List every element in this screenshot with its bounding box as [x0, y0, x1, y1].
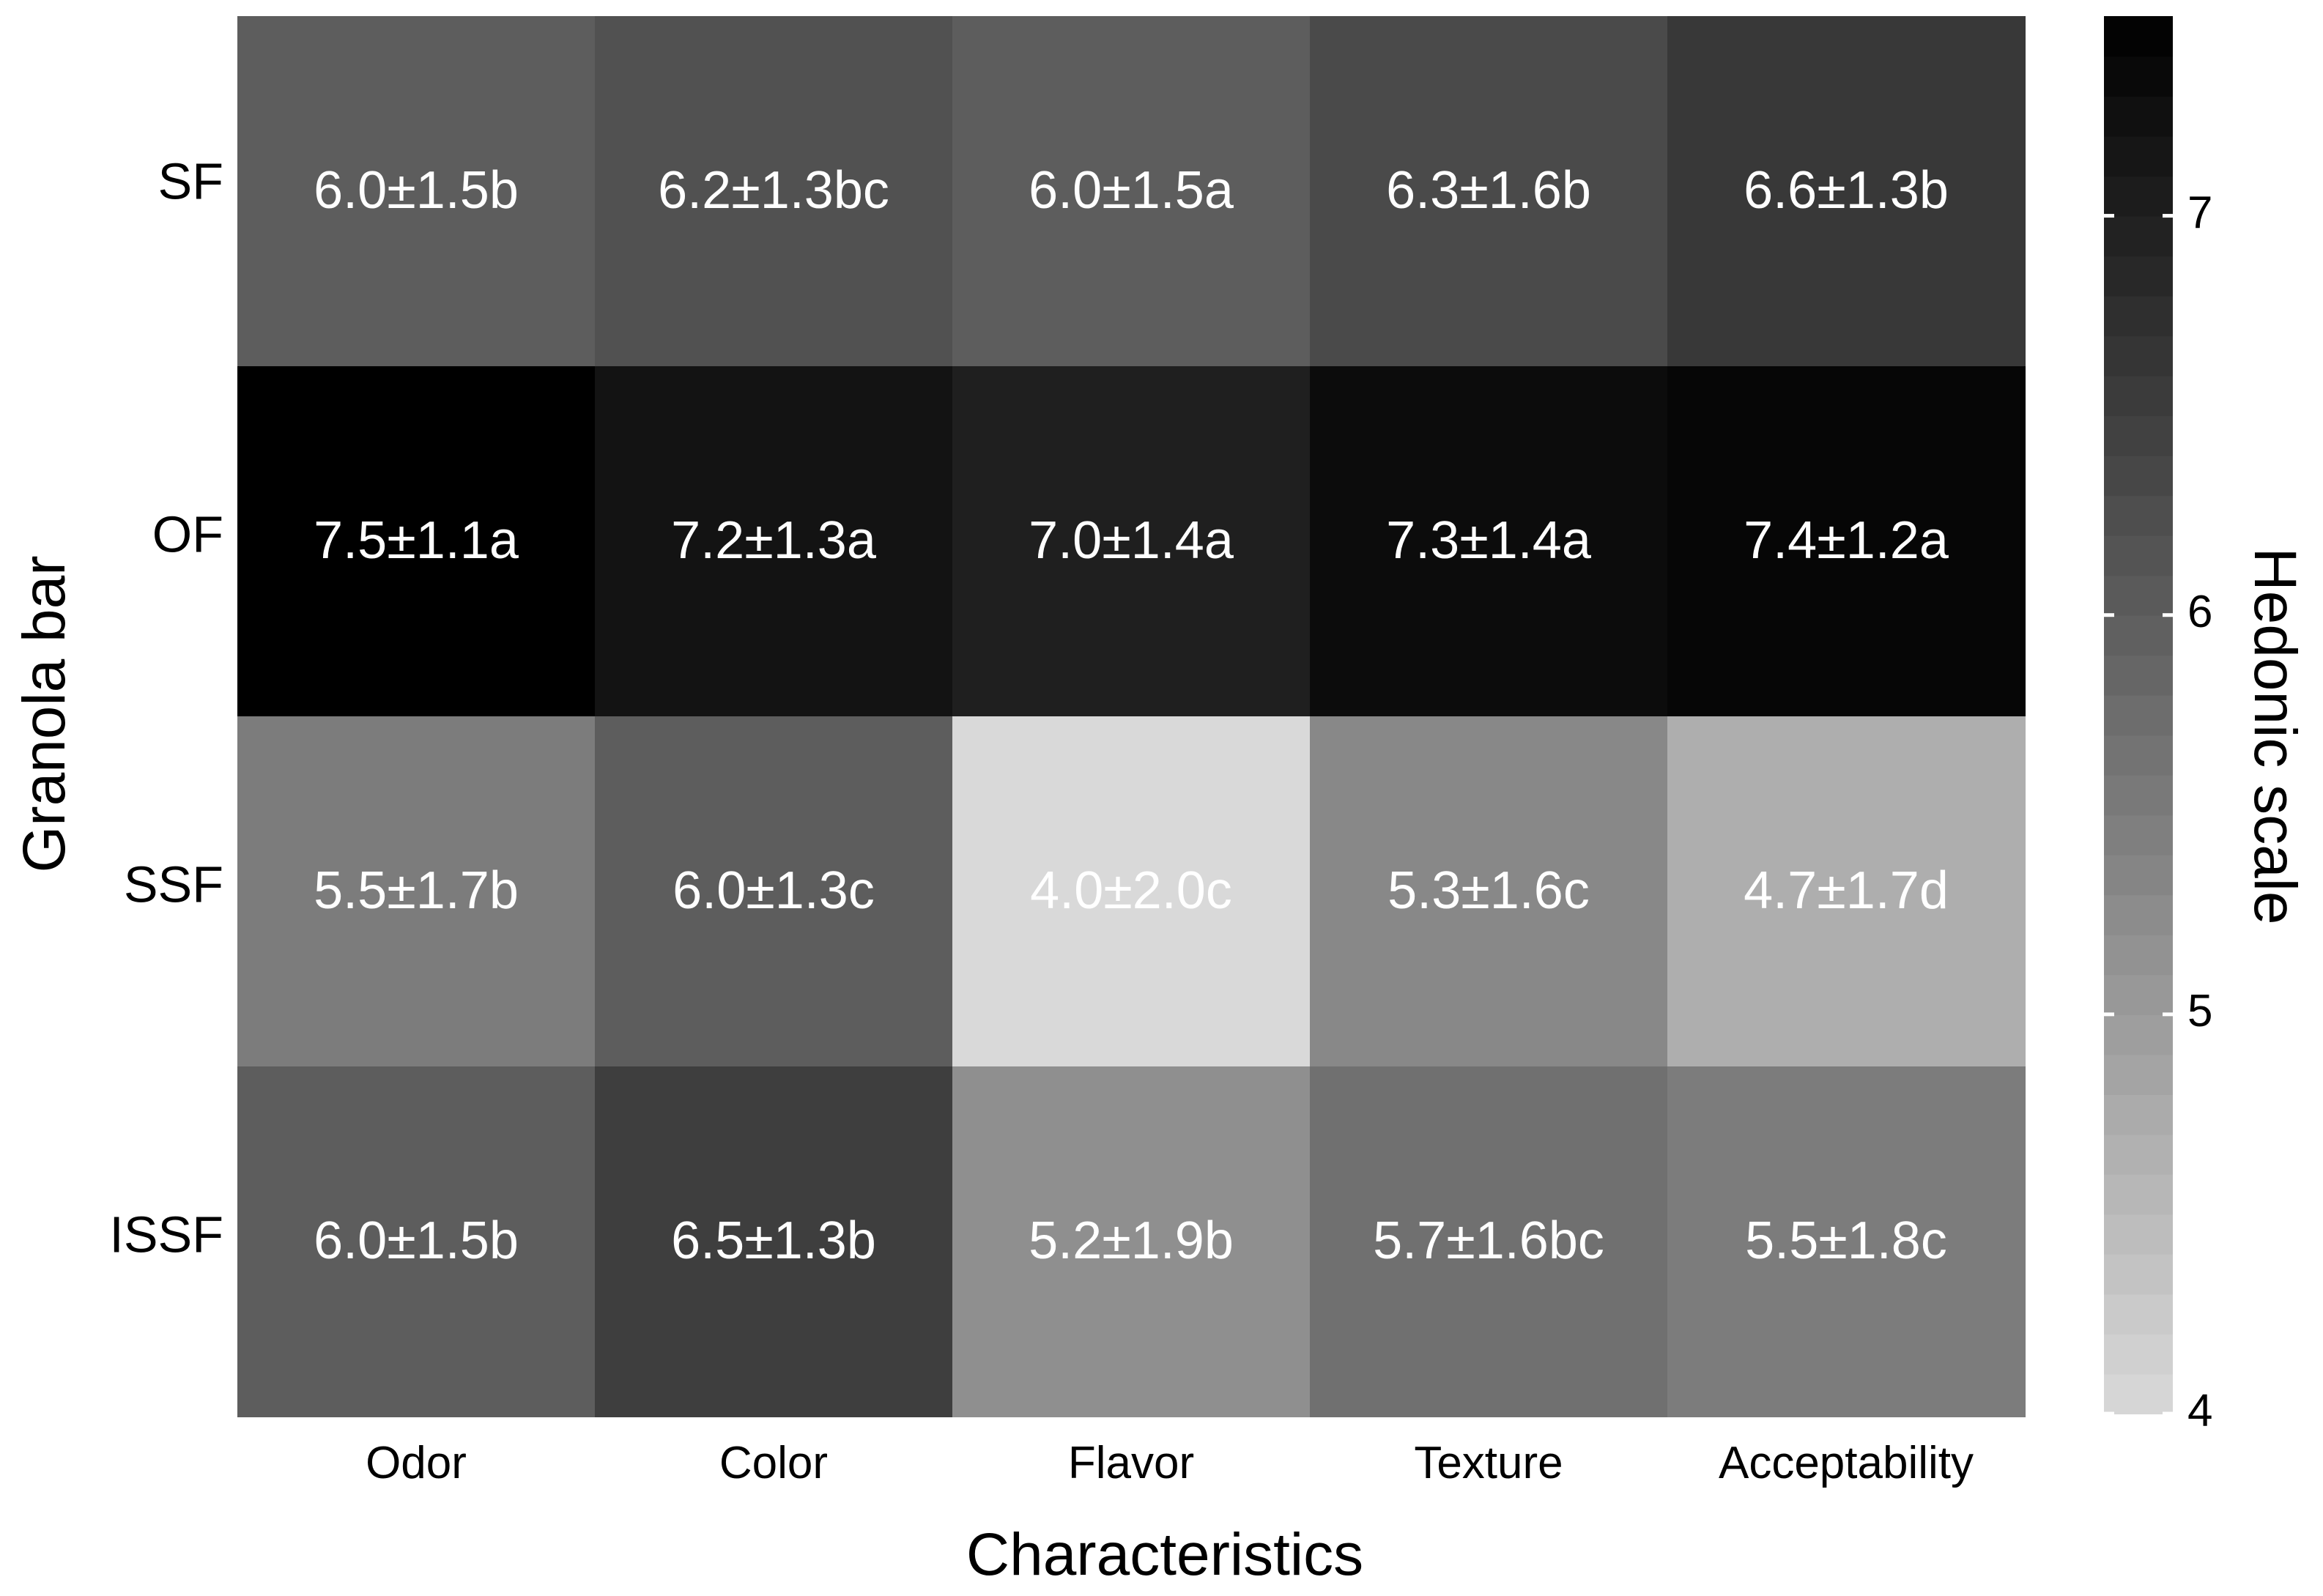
- x-tick-labels: Odor Color Flavor Texture Acceptability: [366, 1438, 1974, 1488]
- colorbar-band: [2104, 295, 2173, 337]
- x-tick-label: Acceptability: [1719, 1438, 1974, 1488]
- y-tick-label: ISSF: [109, 1206, 223, 1263]
- heatmap-cell: [237, 16, 596, 367]
- colorbar-tick-label: 7: [2187, 188, 2212, 238]
- colorbar-band: [2104, 694, 2173, 736]
- cell-value-label: 6.2±1.3bc: [658, 161, 889, 220]
- cell-value-label: 6.3±1.6b: [1386, 161, 1591, 220]
- cell-value-label: 5.5±1.8c: [1745, 1211, 1947, 1270]
- colorbar-band: [2104, 615, 2173, 656]
- colorbar-band: [2104, 495, 2173, 536]
- colorbar-band: [2104, 934, 2173, 976]
- colorbar-band: [2104, 215, 2173, 257]
- cell-value-label: 7.0±1.4a: [1029, 511, 1234, 570]
- cell-value-label: 6.0±1.5b: [314, 1211, 519, 1270]
- heatmap-cell: [952, 366, 1311, 717]
- y-tick-label: SF: [158, 152, 223, 209]
- heatmap-cell: [1310, 366, 1668, 717]
- cell-value-label: 4.7±1.7d: [1744, 861, 1949, 920]
- colorbar-band: [2104, 535, 2173, 576]
- colorbar-band: [2104, 16, 2173, 57]
- x-tick-label: Odor: [366, 1438, 467, 1488]
- heatmap-cell-labels: 6.0±1.5b 6.2±1.3bc 6.0±1.5a 6.3±1.6b 6.6±1.3…: [314, 161, 1949, 1270]
- heatmap-cell: [1667, 366, 2026, 717]
- heatmap-cell: [595, 366, 953, 717]
- heatmap-cell: [595, 16, 953, 367]
- cell-value-label: 7.3±1.4a: [1386, 511, 1592, 570]
- colorbar-band: [2104, 56, 2173, 97]
- heatmap-cell: [595, 716, 953, 1067]
- y-axis-title: Granola bar: [11, 555, 78, 872]
- heatmap-cells: [237, 16, 2026, 1417]
- colorbar-tick-label: 5: [2187, 986, 2212, 1036]
- colorbar-band: [2104, 774, 2173, 816]
- heatmap-cell: [237, 1066, 596, 1417]
- heatmap-cell: [1667, 716, 2026, 1067]
- colorbar: [2104, 16, 2173, 1414]
- colorbar-band: [2104, 894, 2173, 935]
- cell-value-label: 5.7±1.6bc: [1373, 1211, 1604, 1270]
- x-tick-label: Color: [719, 1438, 828, 1488]
- colorbar-band: [2104, 1214, 2173, 1255]
- colorbar-band: [2104, 1293, 2173, 1335]
- heatmap-cell: [237, 366, 596, 717]
- cell-value-label: 5.5±1.7b: [314, 861, 519, 920]
- colorbar-band: [2104, 655, 2173, 696]
- heatmap-cell: [237, 716, 596, 1067]
- colorbar-band: [2104, 335, 2173, 376]
- colorbar-band: [2104, 96, 2173, 137]
- x-tick-label: Texture: [1414, 1438, 1563, 1488]
- colorbar-band: [2104, 1333, 2173, 1375]
- cell-value-label: 6.5±1.3b: [671, 1211, 876, 1270]
- colorbar-band: [2104, 176, 2173, 217]
- colorbar-title: Hedonic scale: [2242, 547, 2308, 924]
- heatmap-cell: [1667, 1066, 2026, 1417]
- heatmap-cell: [952, 16, 1311, 367]
- colorbar-band: [2104, 1373, 2173, 1414]
- cell-value-label: 5.3±1.6c: [1387, 861, 1590, 920]
- colorbar-band: [2104, 575, 2173, 616]
- heatmap-cell: [1310, 1066, 1668, 1417]
- cell-value-label: 6.0±1.5b: [314, 161, 519, 220]
- heatmap-cell: [1667, 16, 2026, 367]
- cell-value-label: 4.0±2.0c: [1030, 861, 1232, 920]
- colorbar-tick-label: 6: [2187, 587, 2212, 637]
- x-tick-label: Flavor: [1068, 1438, 1194, 1488]
- colorbar-tick-label: 4: [2187, 1385, 2212, 1436]
- colorbar-band: [2104, 136, 2173, 177]
- colorbar-band: [2104, 1014, 2173, 1055]
- colorbar-band: [2104, 256, 2173, 297]
- colorbar-band: [2104, 735, 2173, 776]
- colorbar-band: [2104, 1134, 2173, 1175]
- colorbar-band: [2104, 1253, 2173, 1295]
- heatmap-cell: [1310, 716, 1668, 1067]
- colorbar-band: [2104, 455, 2173, 497]
- colorbar-band: [2104, 1173, 2173, 1215]
- x-axis-title: Characteristics: [966, 1521, 1363, 1588]
- colorbar-ticks: 4 5 6 7: [2104, 188, 2212, 1436]
- heatmap-cell: [952, 716, 1311, 1067]
- y-tick-label: SSF: [124, 855, 223, 913]
- y-tick-labels: SF OF SSF ISSF: [109, 152, 223, 1263]
- colorbar-band: [2104, 854, 2173, 896]
- cell-value-label: 6.6±1.3b: [1744, 161, 1949, 220]
- colorbar-band: [2104, 375, 2173, 417]
- heatmap-cell: [1310, 16, 1668, 367]
- colorbar-band: [2104, 1094, 2173, 1135]
- cell-value-label: 7.2±1.3a: [671, 511, 877, 570]
- cell-value-label: 7.4±1.2a: [1744, 511, 1949, 570]
- colorbar-band: [2104, 415, 2173, 456]
- cell-value-label: 5.2±1.9b: [1029, 1211, 1234, 1270]
- colorbar-band: [2104, 974, 2173, 1015]
- heatmap-cell: [952, 1066, 1311, 1417]
- colorbar-band: [2104, 1054, 2173, 1095]
- y-tick-label: OF: [152, 505, 223, 563]
- colorbar-band: [2104, 814, 2173, 855]
- heatmap-cell: [595, 1066, 953, 1417]
- cell-value-label: 7.5±1.1a: [314, 511, 519, 570]
- cell-value-label: 6.0±1.5a: [1029, 161, 1234, 220]
- cell-value-label: 6.0±1.3c: [673, 861, 875, 920]
